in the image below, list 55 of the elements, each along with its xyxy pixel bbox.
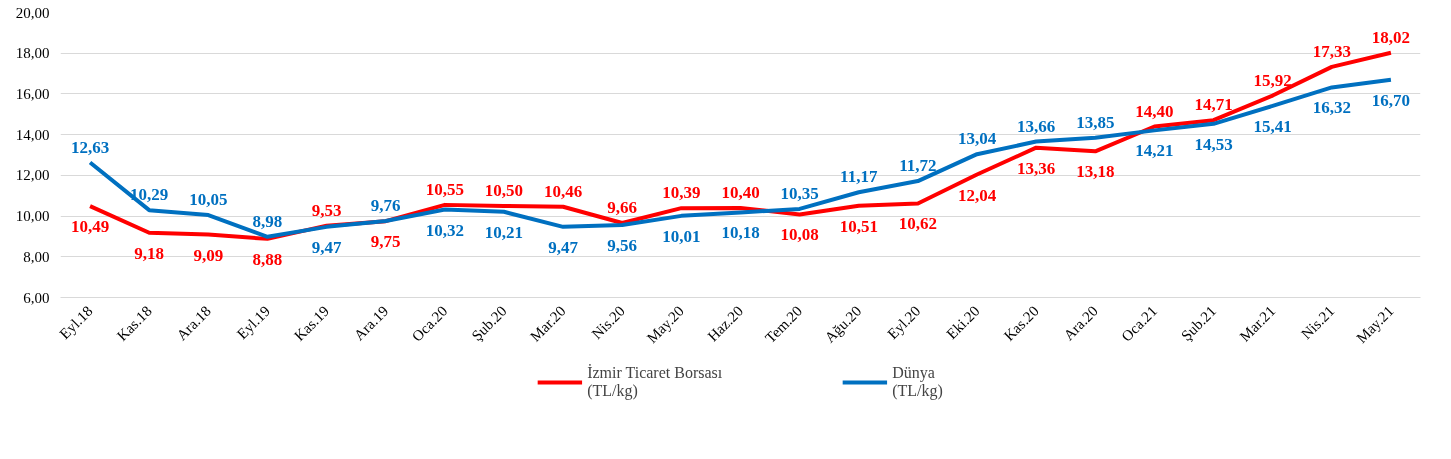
data-label: 14,53 xyxy=(1194,134,1233,154)
data-label: 13,36 xyxy=(1017,158,1056,178)
data-label: 12,04 xyxy=(957,185,997,205)
y-tick-label: 14,00 xyxy=(15,126,50,143)
data-label: 13,04 xyxy=(957,129,997,149)
data-label: 13,66 xyxy=(1017,116,1056,136)
data-label: 13,18 xyxy=(1076,162,1115,182)
y-tick-label: 8,00 xyxy=(23,248,50,265)
data-label: 8,88 xyxy=(252,249,283,269)
data-label: 14,71 xyxy=(1194,95,1233,115)
data-label: 11,72 xyxy=(899,156,937,176)
data-label: 10,21 xyxy=(484,222,524,242)
data-label: 10,08 xyxy=(780,225,819,245)
data-label: 10,35 xyxy=(780,183,819,203)
y-tick-label: 16,00 xyxy=(15,85,50,102)
data-label: 10,51 xyxy=(839,216,878,236)
y-tick-label: 18,00 xyxy=(15,45,50,62)
data-label: 10,05 xyxy=(189,190,228,210)
data-label: 14,21 xyxy=(1135,141,1174,161)
data-label: 18,02 xyxy=(1371,27,1411,47)
data-label: 10,62 xyxy=(898,214,938,234)
data-label: 9,56 xyxy=(607,236,638,256)
data-label: 9,18 xyxy=(134,243,165,263)
data-label: 16,70 xyxy=(1371,90,1411,110)
data-label: 15,92 xyxy=(1253,70,1292,90)
legend-label: İzmir Ticaret Borsası (TL/kg) xyxy=(587,364,723,400)
data-label: 17,33 xyxy=(1312,41,1351,61)
data-label: 10,50 xyxy=(484,180,524,200)
y-tick-label: 6,00 xyxy=(23,289,50,306)
data-label: 10,18 xyxy=(721,223,760,243)
data-label: 9,47 xyxy=(548,237,579,257)
data-label: 9,66 xyxy=(607,197,638,217)
data-label: 9,76 xyxy=(370,195,401,215)
y-tick-label: 20,00 xyxy=(15,4,50,21)
data-label: 14,40 xyxy=(1135,101,1174,121)
data-label: 10,39 xyxy=(662,183,701,203)
y-tick-label: 10,00 xyxy=(15,208,50,225)
data-label: 12,63 xyxy=(70,137,110,157)
data-label: 11,17 xyxy=(840,167,878,187)
data-label: 10,01 xyxy=(662,226,701,246)
data-label: 10,32 xyxy=(425,220,464,240)
data-label: 9,75 xyxy=(370,232,401,252)
data-label: 10,55 xyxy=(425,179,464,199)
data-label: 9,47 xyxy=(311,237,342,257)
legend-label: Dünya (TL/kg) xyxy=(892,364,943,400)
y-tick-label: 12,00 xyxy=(15,167,50,184)
data-label: 9,53 xyxy=(311,200,342,220)
data-label: 16,32 xyxy=(1312,98,1351,118)
data-label: 10,46 xyxy=(543,181,583,201)
data-label: 8,98 xyxy=(252,211,283,231)
data-label: 15,41 xyxy=(1253,116,1292,136)
data-label: 10,40 xyxy=(721,182,760,202)
data-label: 10,49 xyxy=(70,217,110,237)
data-label: 13,85 xyxy=(1076,112,1115,132)
data-label: 9,09 xyxy=(193,245,224,265)
